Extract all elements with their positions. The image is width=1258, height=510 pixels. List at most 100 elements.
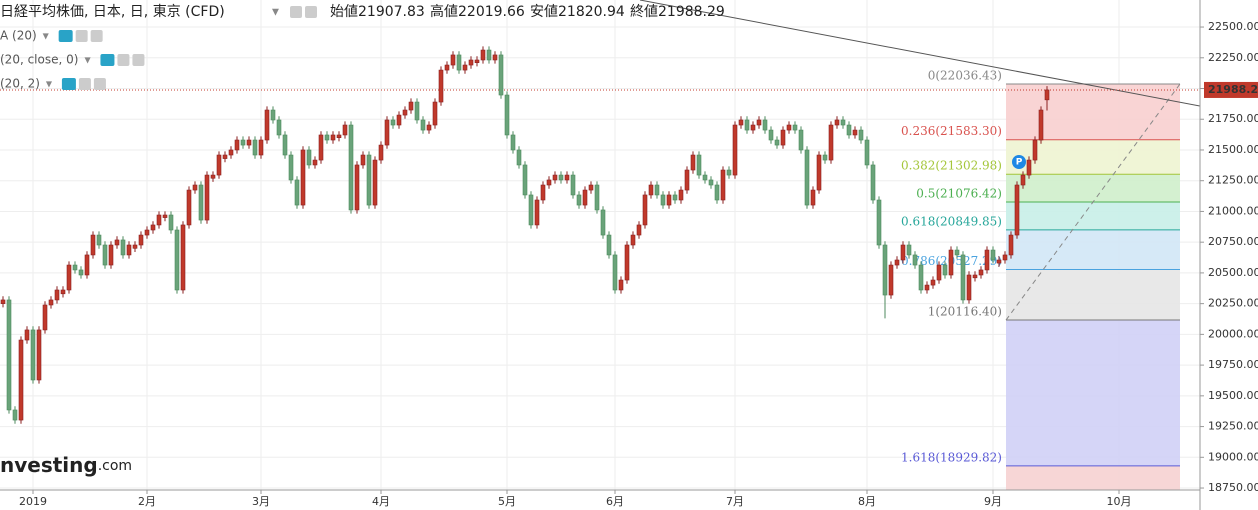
candle-body: [504, 94, 510, 136]
ohlc-legend-value: 21988.29: [658, 4, 725, 20]
gear-icon: [75, 30, 88, 42]
ohlc-legend-value: 21907.83: [358, 4, 425, 20]
candle-body: [522, 164, 528, 196]
candle-body: [300, 149, 306, 206]
candle-body: [120, 239, 126, 256]
candle-body: [516, 149, 522, 166]
eye-icon: [100, 54, 115, 66]
fib-band: [1006, 174, 1180, 203]
y-tick-label: 19500.00: [1208, 389, 1258, 402]
candle-body: [240, 139, 246, 146]
candle-body: [744, 119, 750, 131]
candle-body: [408, 101, 414, 111]
candle-body: [90, 234, 96, 256]
trend-line: [639, 0, 1258, 118]
candle-body: [672, 194, 678, 201]
candle-body: [60, 289, 66, 295]
candle-body: [846, 124, 852, 136]
candle-body: [48, 299, 54, 306]
candle-body: [402, 109, 408, 116]
dropdown-icon: ▼: [43, 32, 50, 41]
candle-body: [678, 189, 684, 201]
candle-body: [996, 259, 1002, 264]
gear-icon: [117, 54, 130, 66]
fib-band: [1006, 202, 1180, 230]
close-icon: [93, 78, 106, 90]
logo: nvesting.com: [0, 453, 132, 477]
candle-body: [930, 279, 936, 286]
candle-body: [456, 54, 462, 71]
close-icon: [90, 30, 103, 42]
eye-icon: [290, 6, 302, 18]
fib-band: [1006, 269, 1180, 321]
candle-body: [702, 174, 708, 181]
candle-body: [666, 194, 672, 206]
candle-body: [912, 254, 918, 266]
candle-body: [444, 64, 450, 71]
candle-body: [264, 109, 270, 141]
y-tick-label: 18750.00: [1208, 481, 1258, 494]
fib-label: 0.382(21302.98): [901, 159, 1002, 173]
candle-body: [12, 409, 18, 421]
candle-body: [942, 264, 948, 276]
candle-body: [1020, 174, 1026, 186]
candle-body: [528, 194, 534, 226]
candle-body: [828, 124, 834, 161]
candle-body: [660, 194, 666, 206]
candle-body: [600, 209, 606, 236]
candle-body: [546, 179, 552, 186]
logo-suffix: .com: [98, 458, 132, 474]
candle-body: [282, 134, 288, 156]
gear-icon: [305, 6, 317, 18]
fib-band: [1006, 320, 1180, 466]
candle-body: [36, 329, 42, 381]
candle-body: [0, 299, 6, 304]
last-price-badge: [1204, 81, 1258, 98]
candle-body: [252, 139, 258, 156]
candle-body: [1026, 159, 1032, 176]
ohlc-legend-label: 高値: [430, 3, 458, 20]
candle-body: [618, 279, 624, 291]
candle-body: [978, 269, 984, 276]
candle-body: [792, 124, 798, 131]
candle-body: [774, 139, 780, 146]
indicator-label: (20, close, 0): [0, 53, 78, 67]
candle-body: [954, 249, 960, 256]
fib-trend: [1005, 83, 1181, 321]
candle-body: [354, 164, 360, 211]
candle-body: [210, 174, 216, 179]
candle-body: [894, 259, 900, 266]
candle-body: [318, 134, 324, 161]
candle-body: [420, 119, 426, 131]
candle-body: [438, 69, 444, 103]
candle-body: [654, 184, 660, 196]
y-tick-label: 19750.00: [1208, 358, 1258, 371]
candle-body: [222, 154, 228, 159]
candle-body: [780, 129, 786, 146]
marker-icon: [1012, 155, 1026, 169]
candle-body: [462, 64, 468, 71]
candle-body: [450, 54, 456, 66]
candle-body: [198, 184, 204, 221]
candle-body: [108, 244, 114, 266]
candle-body: [972, 274, 978, 279]
fib-label: 0.236(21583.30): [901, 124, 1002, 138]
candle-body: [174, 229, 180, 291]
candle-body: [582, 189, 588, 206]
logo-name: nvesting: [0, 453, 98, 477]
y-tick-label: 22500.00: [1208, 20, 1258, 33]
candle-body: [534, 199, 540, 226]
candle-body: [768, 129, 774, 141]
candle-body: [114, 239, 120, 246]
candle-body: [342, 124, 348, 136]
candle-body: [762, 119, 768, 131]
candle-body: [30, 329, 36, 381]
candle-body: [624, 244, 630, 281]
candle-body: [966, 274, 972, 301]
candle-body: [708, 179, 714, 186]
candle-body: [24, 329, 30, 341]
y-tick-label: 20250.00: [1208, 297, 1258, 310]
y-tick-label: 20500.00: [1208, 266, 1258, 279]
candle-body: [216, 154, 222, 176]
ohlc-legend-value: 22019.66: [458, 4, 525, 20]
